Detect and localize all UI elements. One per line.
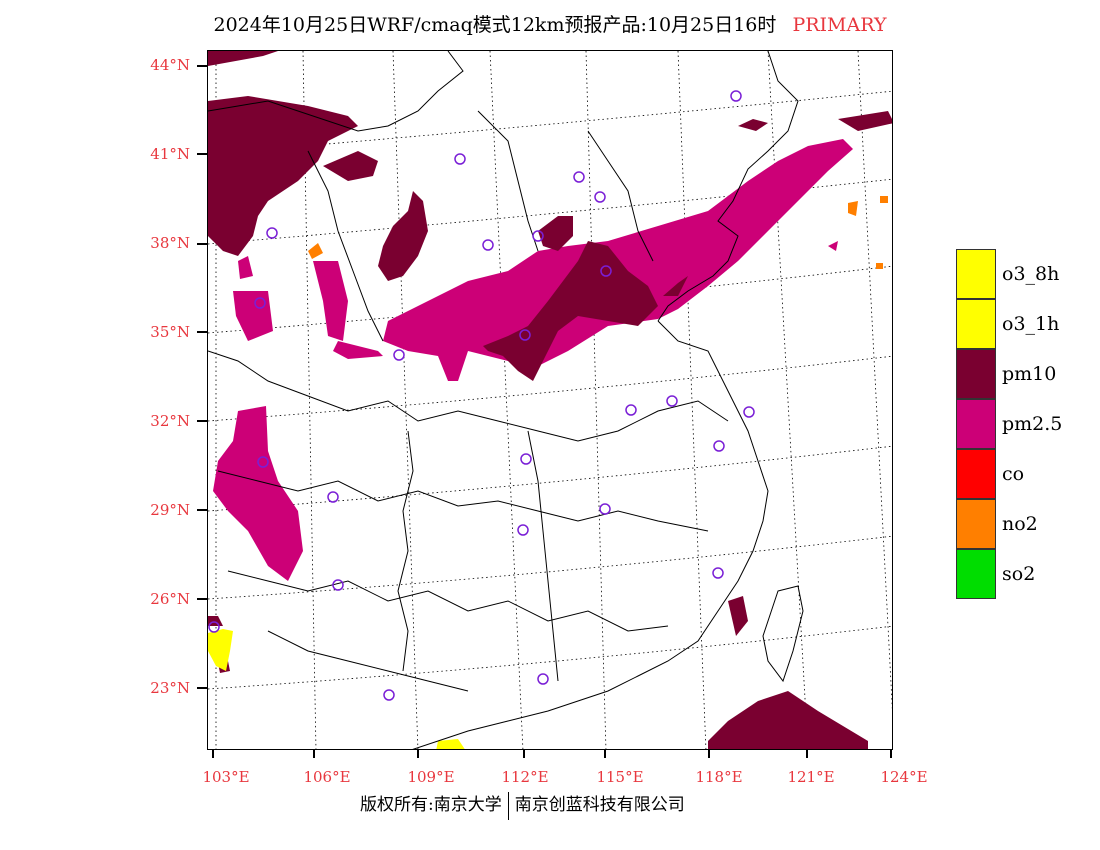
legend-swatch xyxy=(956,249,996,299)
footer-separator xyxy=(507,791,509,820)
lat-label-35: 35°N xyxy=(150,323,190,341)
legend-item-o3-8h: o3_8h xyxy=(956,249,1086,299)
legend-item-o3-1h: o3_1h xyxy=(956,299,1086,349)
legend-item-so2: so2 xyxy=(956,549,1086,599)
station-markers xyxy=(208,90,755,701)
legend-item-pm25: pm2.5 xyxy=(956,399,1086,449)
boundaries xyxy=(208,51,804,749)
title-main: 2024年10月25日WRF/cmaq模式12km预报产品:10月25日16时 xyxy=(213,14,777,36)
legend-label: pm10 xyxy=(1002,363,1057,385)
lon-tick xyxy=(708,750,710,758)
legend-item-no2: no2 xyxy=(956,499,1086,549)
legend-label: o3_1h xyxy=(1002,313,1060,335)
legend-label: no2 xyxy=(1002,513,1038,535)
lat-tick xyxy=(197,243,207,245)
lon-label-109: 109°E xyxy=(407,768,455,786)
lon-label-115: 115°E xyxy=(596,768,644,786)
lon-tick xyxy=(604,750,606,758)
lon-tick xyxy=(313,750,315,758)
legend-swatch xyxy=(956,299,996,349)
lat-label-23: 23°N xyxy=(150,679,190,697)
lon-tick xyxy=(806,750,808,758)
chart-title: 2024年10月25日WRF/cmaq模式12km预报产品:10月25日16时 … xyxy=(0,10,1100,37)
copyright-right: 南京创蓝科技有限公司 xyxy=(514,795,685,815)
lat-label-41: 41°N xyxy=(150,145,190,163)
lat-tick xyxy=(197,687,207,689)
legend-item-co: co xyxy=(956,449,1086,499)
lon-label-112: 112°E xyxy=(501,768,549,786)
lat-tick xyxy=(197,509,207,511)
lat-tick xyxy=(197,598,207,600)
lon-label-124: 124°E xyxy=(880,768,928,786)
pollutant-legend: o3_8h o3_1h pm10 pm2.5 co no2 so2 xyxy=(956,249,1086,599)
lat-label-32: 32°N xyxy=(150,412,190,430)
lon-label-121: 121°E xyxy=(787,768,835,786)
pm10-areas xyxy=(208,51,892,749)
lat-label-38: 38°N xyxy=(150,234,190,252)
lat-tick xyxy=(197,153,207,155)
lon-label-106: 106°E xyxy=(303,768,351,786)
copyright-left: 版权所有:南京大学 xyxy=(360,795,502,815)
lat-tick xyxy=(197,420,207,422)
copyright-footer: 版权所有:南京大学 南京创蓝科技有限公司 xyxy=(360,790,685,820)
legend-label: o3_8h xyxy=(1002,263,1060,285)
lat-label-29: 29°N xyxy=(150,501,190,519)
lon-tick xyxy=(890,750,892,758)
lon-tick xyxy=(417,750,419,758)
lon-label-118: 118°E xyxy=(695,768,743,786)
o3-areas xyxy=(208,629,465,749)
lat-tick xyxy=(197,65,207,67)
forecast-map xyxy=(207,50,893,750)
title-tag: PRIMARY xyxy=(792,14,887,36)
lat-tick xyxy=(197,331,207,333)
legend-swatch xyxy=(956,549,996,599)
lon-tick xyxy=(212,750,214,758)
legend-label: so2 xyxy=(1002,563,1036,585)
legend-swatch xyxy=(956,349,996,399)
lat-label-26: 26°N xyxy=(150,590,190,608)
lon-tick xyxy=(523,750,525,758)
legend-label: pm2.5 xyxy=(1002,413,1063,435)
legend-swatch xyxy=(956,449,996,499)
legend-swatch xyxy=(956,399,996,449)
lon-label-103: 103°E xyxy=(202,768,250,786)
no2-areas xyxy=(308,196,888,269)
legend-label: co xyxy=(1002,463,1025,485)
legend-item-pm10: pm10 xyxy=(956,349,1086,399)
lat-label-44: 44°N xyxy=(150,56,190,74)
legend-swatch xyxy=(956,499,996,549)
map-canvas xyxy=(208,51,892,749)
